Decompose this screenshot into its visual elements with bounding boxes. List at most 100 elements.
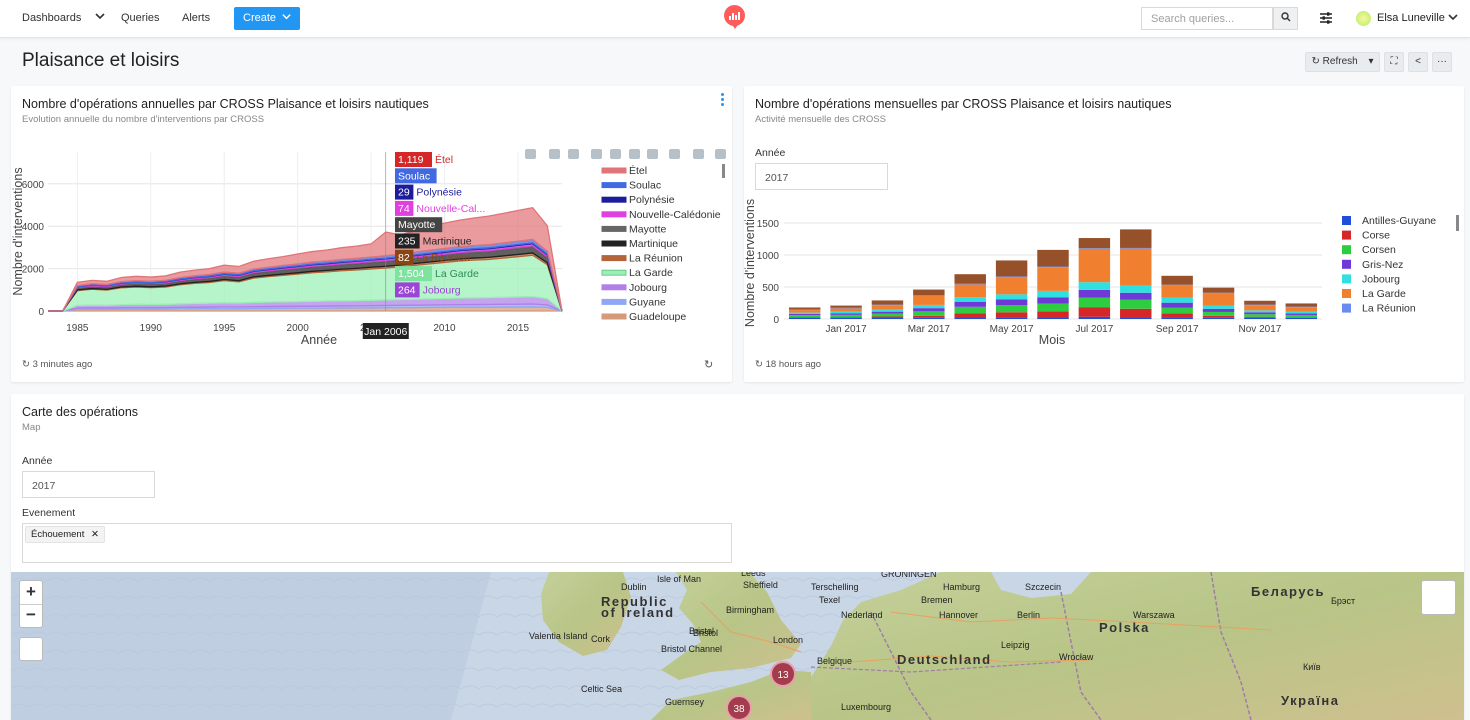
refresh-icon: ↻: [1311, 56, 1320, 67]
map-label: Беларусь: [1251, 584, 1325, 599]
map-fullscreen-button[interactable]: [19, 637, 43, 661]
bar-segment: [954, 274, 986, 284]
hover-tooltip-name: Jobourg: [423, 284, 461, 296]
zoom-out-button[interactable]: −: [26, 605, 36, 624]
widget-refresh-icon[interactable]: ↻: [704, 359, 714, 371]
legend-swatch: [601, 225, 627, 232]
bar-segment: [871, 317, 904, 319]
refresh-label: Refresh: [1322, 56, 1358, 67]
map-view[interactable]: Dublin Isle of Man Leeds Sheffield Terschell…: [11, 572, 1464, 720]
chevron-down-icon[interactable]: [94, 10, 106, 25]
map-cluster-marker[interactable]: 13: [770, 661, 796, 687]
hover-x-label-text: Jan 2006: [364, 326, 407, 338]
map-label: Sheffield: [743, 580, 778, 590]
map-label: Guernsey: [665, 697, 705, 707]
widget-subtitle: Activité mensuelle des CROSS: [755, 114, 886, 125]
nav-dashboards[interactable]: Dashboards: [22, 12, 82, 24]
bar-segment: [1120, 248, 1152, 286]
fullscreen-button[interactable]: ⛶: [1384, 52, 1404, 72]
bar-segment: [788, 317, 821, 319]
legend-label: Jobourg: [1362, 273, 1400, 285]
bar-segment: [788, 313, 821, 316]
map-cluster-marker[interactable]: 38: [726, 695, 752, 720]
y-tick-label: 2000: [22, 265, 45, 276]
bar-segment: [913, 295, 945, 305]
map-label: Isle of Man: [657, 574, 701, 584]
widget-title: Nombre d'opérations annuelles par CROSS …: [22, 97, 429, 111]
user-name[interactable]: Elsa Luneville: [1377, 12, 1445, 24]
x-tick-label: Mar 2017: [908, 324, 951, 335]
bar-segment: [1285, 317, 1318, 318]
widget-subtitle: Evolution annuelle du nombre d'intervent…: [22, 114, 265, 125]
map-label: of Ireland: [601, 605, 675, 620]
nav-queries[interactable]: Queries: [121, 12, 160, 24]
hover-x-label-box: [362, 323, 409, 339]
widget-menu-icon[interactable]: [721, 93, 725, 107]
hover-tooltip-name: Étel: [435, 153, 453, 166]
map-label: Terschelling: [811, 582, 859, 592]
map-label: Dublin: [621, 582, 647, 592]
hover-tooltip: 1,504 La Garde: [395, 266, 479, 282]
share-button[interactable]: <: [1408, 52, 1428, 72]
bar-segment: [1161, 307, 1193, 314]
event-tag[interactable]: Échouement ✕: [25, 526, 105, 543]
sliders-icon[interactable]: [1319, 11, 1333, 25]
bar-segment: [913, 317, 945, 319]
event-multiselect[interactable]: [22, 523, 732, 563]
legend-swatch: [601, 313, 627, 320]
refresh-button[interactable]: ↻ Refresh ▾: [1305, 52, 1380, 72]
hover-tooltip-value-box: [395, 152, 432, 167]
map-label: Berlin: [1017, 610, 1040, 620]
hover-tooltip-value: 264: [398, 284, 416, 296]
ellipsis-icon: ···: [1437, 56, 1447, 67]
chevron-down-icon[interactable]: [1447, 11, 1459, 26]
hover-tooltip-name: La Garde: [435, 268, 479, 280]
hover-tooltip: 74 Nouvelle-Cal...: [395, 200, 485, 216]
create-button[interactable]: Create: [234, 7, 300, 30]
bar-segment: [1244, 305, 1276, 311]
map-label: Bristol: [693, 628, 718, 638]
map-layers-button[interactable]: [1421, 580, 1456, 615]
legend-label: Corse: [1362, 230, 1390, 242]
bar-segment: [1037, 266, 1069, 268]
year-param-input[interactable]: 2017: [22, 471, 155, 498]
more-options-button[interactable]: ···: [1432, 52, 1452, 72]
bar-segment: [1161, 284, 1193, 286]
bar-segment: [1202, 305, 1235, 309]
redash-logo-icon[interactable]: [724, 5, 745, 29]
x-tick-label: Sep 2017: [1156, 324, 1199, 335]
bar-segment: [995, 299, 1028, 306]
chevron-down-icon: [281, 11, 292, 25]
close-icon[interactable]: ✕: [90, 529, 99, 540]
nav-alerts[interactable]: Alerts: [182, 12, 211, 24]
map-cluster-circle: [726, 695, 752, 720]
hover-tooltip-value-box: [395, 233, 420, 249]
bar-segment: [1244, 317, 1276, 319]
year-param-label: Année: [22, 455, 53, 467]
map-label: Брэст: [1331, 596, 1355, 606]
x-tick-label: 2010: [433, 323, 456, 334]
avatar[interactable]: [1356, 11, 1371, 26]
annual-area-chart: 0200040006000198519901995200020052010201…: [11, 149, 726, 347]
camera-icon: [525, 149, 536, 159]
bar-segment: [1285, 311, 1318, 314]
year-param-input[interactable]: 2017: [755, 163, 888, 190]
bar-segment: [1037, 297, 1069, 304]
bar-segment: [913, 304, 945, 309]
chart-legend: Antilles-Guyane Corse Corsen Gris-Nez Jobour…: [1342, 215, 1436, 315]
hover-x-label: Jan 2006: [362, 323, 409, 339]
map-tiles: Dublin Isle of Man Leeds Sheffield Terschell…: [11, 572, 1464, 720]
bar-segment: [1244, 310, 1276, 313]
widget-updated-text: 18 hours ago: [765, 359, 822, 370]
x-tick-label: May 2017: [990, 324, 1034, 335]
legend-swatch: [1342, 274, 1351, 284]
search-input[interactable]: Search queries...: [1141, 7, 1273, 30]
bar-segment: [1244, 314, 1276, 317]
map-label: Hannover: [939, 610, 978, 620]
bar-segment: [995, 277, 1028, 295]
bar-segment: [954, 284, 986, 298]
zoom-in-button[interactable]: +: [20, 581, 42, 605]
bar-segment: [1244, 304, 1276, 306]
bar-segment: [788, 307, 821, 310]
search-button[interactable]: [1273, 7, 1298, 30]
